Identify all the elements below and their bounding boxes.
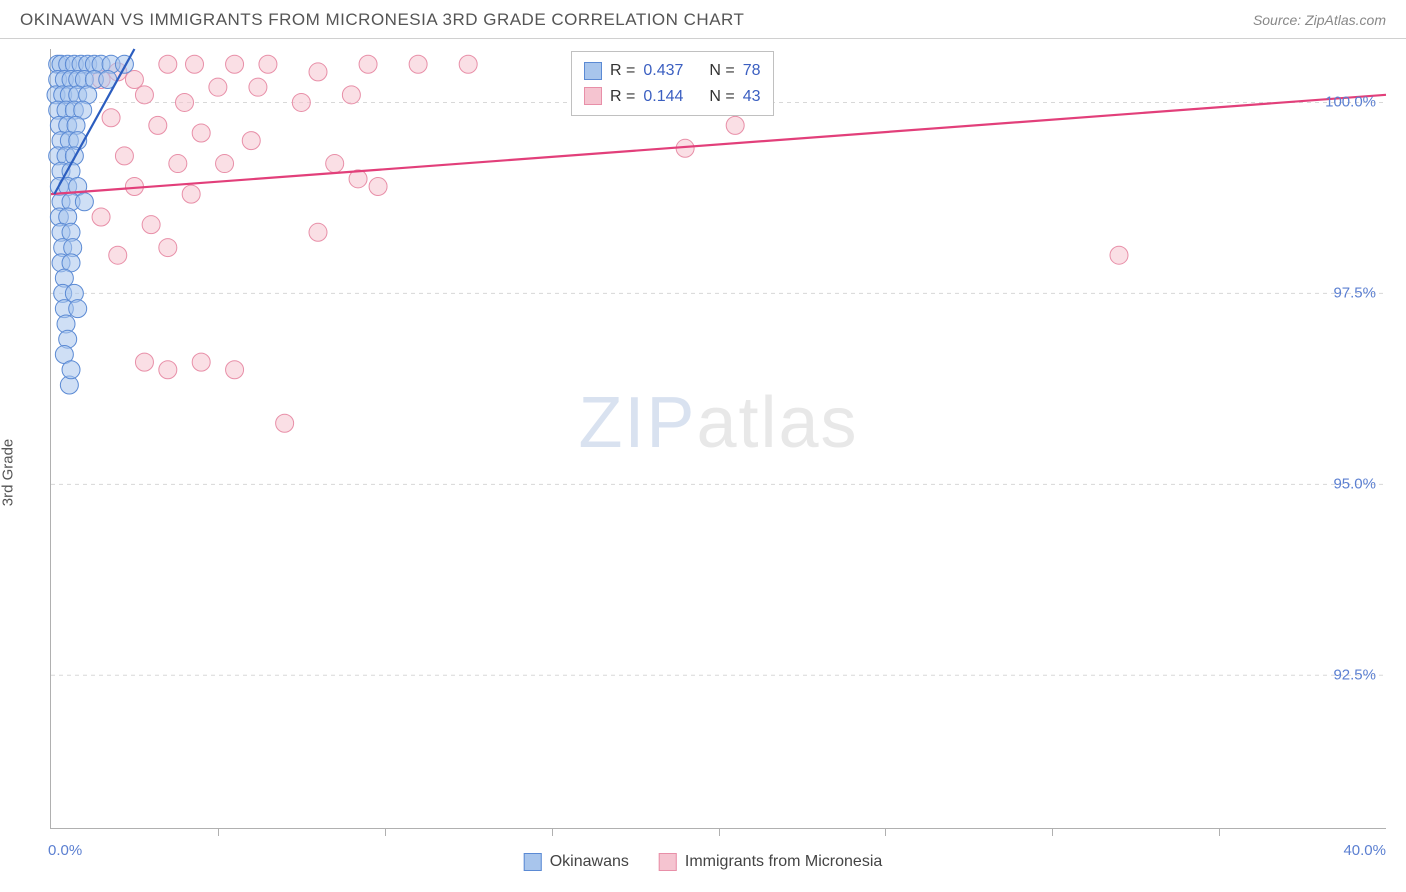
scatter-point	[342, 86, 360, 104]
scatter-point	[159, 55, 177, 73]
series-name-blue: Okinawans	[550, 853, 629, 871]
scatter-point	[249, 78, 267, 96]
scatter-point	[159, 361, 177, 379]
scatter-point	[92, 208, 110, 226]
scatter-point	[1110, 246, 1128, 264]
swatch-blue	[584, 62, 602, 80]
plot-area: ZIPatlas R = 0.437 N = 78 R = 0.144 N = …	[50, 49, 1386, 829]
scatter-point	[259, 55, 277, 73]
scatter-point	[115, 147, 133, 165]
scatter-point	[135, 86, 153, 104]
scatter-point	[182, 185, 200, 203]
scatter-point	[149, 116, 167, 134]
chart-header: OKINAWAN VS IMMIGRANTS FROM MICRONESIA 3…	[0, 0, 1406, 39]
x-end-label: 40.0%	[1343, 842, 1386, 859]
scatter-point	[309, 223, 327, 241]
swatch-blue	[524, 853, 542, 871]
scatter-point	[359, 55, 377, 73]
r-value-pink: 0.144	[643, 84, 683, 110]
y-tick-label: 92.5%	[1333, 667, 1376, 684]
n-label: N =	[709, 58, 734, 84]
scatter-point	[309, 63, 327, 81]
stats-row-blue: R = 0.437 N = 78	[584, 58, 761, 84]
r-label: R =	[610, 84, 635, 110]
x-tick	[1052, 828, 1053, 836]
stats-legend: R = 0.437 N = 78 R = 0.144 N = 43	[571, 51, 774, 116]
scatter-point	[186, 55, 204, 73]
scatter-point	[209, 78, 227, 96]
scatter-point	[69, 300, 87, 318]
scatter-point	[135, 353, 153, 371]
n-value-pink: 43	[743, 84, 761, 110]
swatch-pink	[584, 87, 602, 105]
y-axis-label: 3rd Grade	[0, 439, 17, 507]
scatter-point	[142, 216, 160, 234]
scatter-point	[226, 55, 244, 73]
legend-item-pink: Immigrants from Micronesia	[659, 853, 882, 871]
scatter-point	[159, 239, 177, 257]
source-label: Source:	[1253, 12, 1301, 28]
scatter-point	[726, 116, 744, 134]
x-start-label: 0.0%	[48, 842, 82, 859]
n-label: N =	[709, 84, 734, 110]
x-tick	[719, 828, 720, 836]
scatter-point	[409, 55, 427, 73]
scatter-point	[102, 109, 120, 127]
y-tick-label: 97.5%	[1333, 285, 1376, 302]
scatter-point	[176, 93, 194, 111]
scatter-point	[326, 155, 344, 173]
series-legend: Okinawans Immigrants from Micronesia	[524, 853, 883, 871]
y-tick-label: 95.0%	[1333, 476, 1376, 493]
x-tick	[885, 828, 886, 836]
legend-item-blue: Okinawans	[524, 853, 629, 871]
scatter-point	[226, 361, 244, 379]
x-tick	[1219, 828, 1220, 836]
x-tick	[385, 828, 386, 836]
source-name: ZipAtlas.com	[1305, 12, 1386, 28]
scatter-point	[292, 93, 310, 111]
swatch-pink	[659, 853, 677, 871]
r-label: R =	[610, 58, 635, 84]
scatter-point	[169, 155, 187, 173]
scatter-point	[109, 246, 127, 264]
x-tick	[552, 828, 553, 836]
chart-title: OKINAWAN VS IMMIGRANTS FROM MICRONESIA 3…	[20, 10, 744, 30]
source-attribution: Source: ZipAtlas.com	[1253, 12, 1386, 28]
x-tick	[218, 828, 219, 836]
r-value-blue: 0.437	[643, 58, 683, 84]
y-tick-label: 100.0%	[1325, 94, 1376, 111]
scatter-point	[62, 361, 80, 379]
scatter-point	[75, 193, 93, 211]
scatter-point	[459, 55, 477, 73]
series-name-pink: Immigrants from Micronesia	[685, 853, 882, 871]
plot-svg	[51, 49, 1386, 828]
scatter-point	[242, 132, 260, 150]
scatter-point	[276, 414, 294, 432]
scatter-point	[125, 71, 143, 89]
scatter-point	[192, 353, 210, 371]
chart-container: 3rd Grade ZIPatlas R = 0.437 N = 78 R = …	[0, 39, 1406, 889]
stats-row-pink: R = 0.144 N = 43	[584, 84, 761, 110]
scatter-point	[216, 155, 234, 173]
n-value-blue: 78	[743, 58, 761, 84]
scatter-point	[192, 124, 210, 142]
scatter-point	[369, 177, 387, 195]
